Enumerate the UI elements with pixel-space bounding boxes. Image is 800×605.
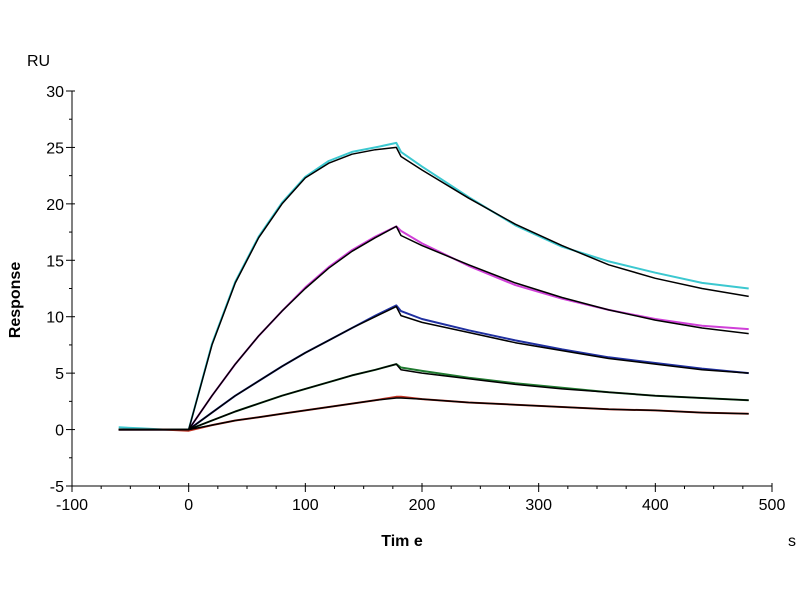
- axes: [66, 90, 773, 492]
- fit-curve-5: [118, 397, 749, 431]
- y-tick-label: 25: [46, 140, 64, 157]
- fit-curve-1: [118, 146, 749, 431]
- y-tick-label: -5: [50, 479, 64, 496]
- y-tick-label: 20: [46, 197, 64, 214]
- x-tick-label: 400: [642, 497, 669, 514]
- y-unit-label: RU: [27, 53, 50, 70]
- x-tick-label: 500: [759, 497, 786, 514]
- x-axis-label: Tim e: [381, 533, 423, 550]
- x-unit-label: s: [788, 533, 796, 550]
- y-axis-label: Response: [7, 262, 24, 339]
- x-tick-label: 0: [184, 497, 193, 514]
- y-tick-label: 15: [46, 253, 64, 270]
- tick-labels: -5 0 5 10 15 20 25 30 -100 0 100 200 300 400 500: [46, 84, 785, 514]
- data-series-1: [118, 141, 749, 431]
- fit-curve-4: [118, 363, 749, 431]
- y-tick-label: 0: [55, 423, 64, 440]
- y-tick-label: 30: [46, 84, 64, 101]
- x-tick-label: -100: [56, 497, 88, 514]
- series-lines: [118, 141, 749, 432]
- y-tick-label: 5: [55, 366, 64, 383]
- fit-curve-3: [118, 305, 749, 431]
- x-tick-label: 100: [292, 497, 319, 514]
- x-tick-label: 200: [409, 497, 436, 514]
- x-tick-label: 300: [525, 497, 552, 514]
- fit-curve-2: [118, 225, 749, 431]
- y-tick-label: 10: [46, 310, 64, 327]
